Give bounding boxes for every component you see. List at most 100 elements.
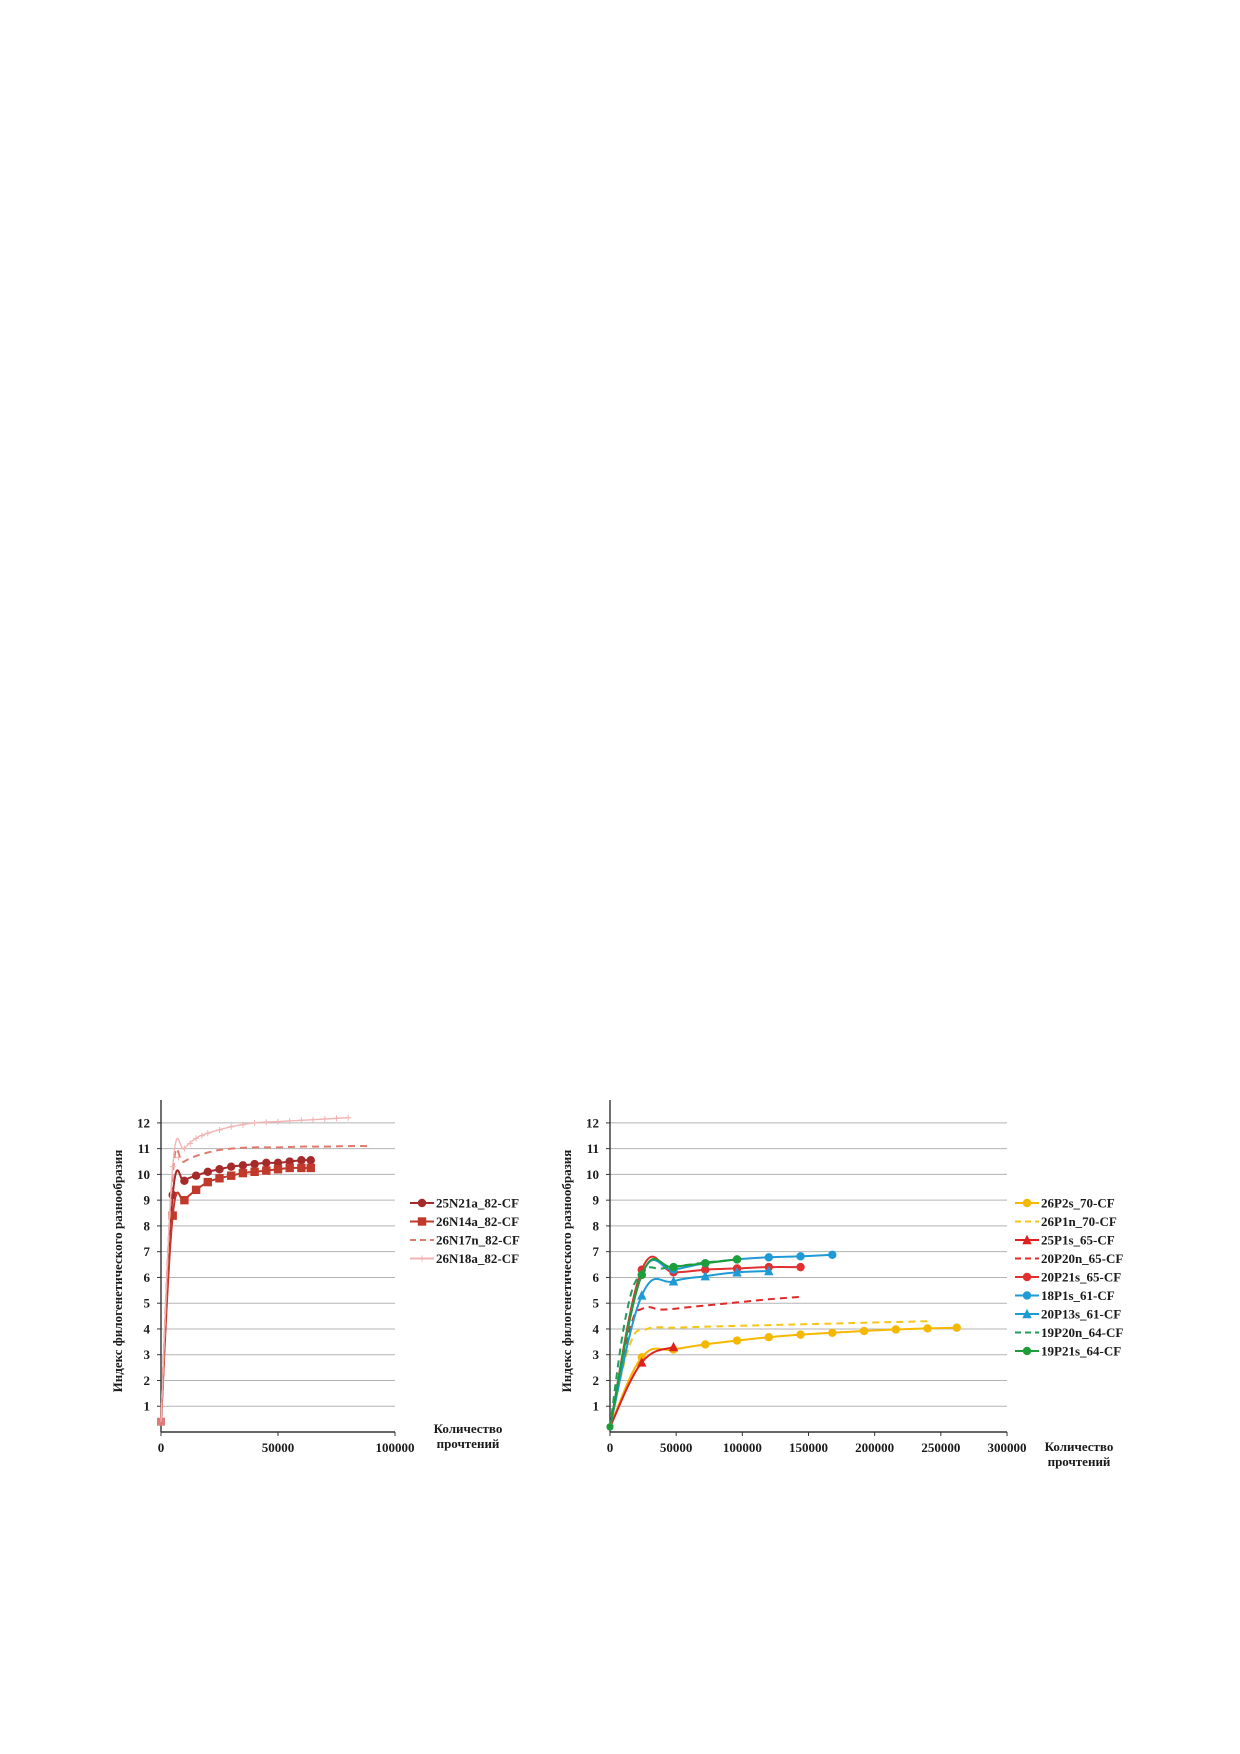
legend-item-26P1n_70-CF: 26P1n_70-CF bbox=[1015, 1214, 1117, 1229]
legend-marker-20P13s_61-CF bbox=[1022, 1308, 1032, 1319]
series-line-20P20n_65-CF bbox=[609, 1295, 802, 1428]
x-tick-label-200000: 200000 bbox=[855, 1440, 894, 1455]
data-point-26N18a_82-CF-10 bbox=[345, 1114, 352, 1121]
data-point-26N18a_82-CF-5 bbox=[228, 1123, 235, 1130]
data-point-25N21a_82-CF-2 bbox=[180, 1176, 189, 1186]
data-point-26N18a_82-CF-mid-8 bbox=[310, 1116, 317, 1123]
data-point-26N14a_82-CF-5 bbox=[215, 1174, 224, 1183]
legend-item-20P20n_65-CF: 20P20n_65-CF bbox=[1015, 1251, 1123, 1266]
data-point-20P13s_61-CF-1 bbox=[637, 1290, 647, 1300]
legend-item-25N21a_82-CF: 25N21a_82-CF bbox=[410, 1196, 519, 1211]
legend-item-20P21s_65-CF: 20P21s_65-CF bbox=[1015, 1270, 1121, 1285]
data-point-26P2s_70-CF-4 bbox=[732, 1336, 742, 1345]
data-point-26N18a_82-CF-mid-1 bbox=[175, 1154, 182, 1161]
legend-marker-25P1s_65-CF bbox=[1022, 1234, 1032, 1245]
y-tick-label-2: 2 bbox=[593, 1373, 600, 1388]
data-point-25N21a_82-CF-10 bbox=[273, 1158, 283, 1168]
data-point-26N14a_82-CF-7 bbox=[238, 1168, 248, 1178]
data-point-25P1s_65-CF-2 bbox=[668, 1341, 679, 1352]
y-tick-label-5: 5 bbox=[593, 1296, 600, 1311]
x-tick-label-50000: 50000 bbox=[660, 1440, 693, 1455]
legend-marker-25N21a_82-CF bbox=[417, 1198, 427, 1208]
data-point-26N18a_82-CF-mid-2 bbox=[187, 1140, 194, 1147]
y-tick-label-10: 10 bbox=[137, 1167, 150, 1182]
data-point-25N21a_82-CF-11 bbox=[285, 1157, 294, 1166]
y-tick-label-4: 4 bbox=[144, 1321, 151, 1336]
legend-marker-20P21s_65-CF bbox=[1022, 1272, 1032, 1282]
data-point-26N18a_82-CF-mid-5 bbox=[239, 1121, 246, 1128]
data-point-20P13s_61-CF-4 bbox=[732, 1267, 742, 1277]
series-line-26P1n_70-CF bbox=[609, 1320, 928, 1428]
data-point-26N14a_82-CF-13 bbox=[306, 1163, 315, 1173]
y-tick-label-9: 9 bbox=[144, 1193, 151, 1208]
y-axis-title: Индекс филогенетического разнообразия bbox=[110, 1150, 125, 1393]
series-line-26P2s_70-CF bbox=[609, 1326, 957, 1428]
y-tick-label-10: 10 bbox=[586, 1167, 599, 1182]
data-point-26N18a_82-CF-mid-4 bbox=[216, 1126, 223, 1133]
y-tick-label-11: 11 bbox=[587, 1141, 599, 1156]
data-point-26N14a_82-CF-9 bbox=[262, 1166, 271, 1175]
series-line-26N17n_82-CF bbox=[160, 1145, 372, 1422]
legend-label-26N14a_82-CF: 26N14a_82-CF bbox=[436, 1214, 519, 1229]
y-tick-label-11: 11 bbox=[138, 1141, 150, 1156]
data-point-26N14a_82-CF-11 bbox=[285, 1163, 294, 1173]
data-point-25N21a_82-CF-13 bbox=[306, 1156, 315, 1165]
y-tick-label-5: 5 bbox=[144, 1296, 151, 1311]
data-point-19P21s_64-CF-1 bbox=[637, 1270, 646, 1280]
data-point-26N14a_82-CF-4 bbox=[203, 1177, 212, 1187]
y-tick-label-2: 2 bbox=[144, 1373, 151, 1388]
data-point-26N14a_82-CF-10 bbox=[273, 1165, 283, 1174]
legend-label-20P13s_61-CF: 20P13s_61-CF bbox=[1041, 1307, 1121, 1322]
data-point-26N14a_82-CF-3 bbox=[191, 1185, 201, 1195]
legend-marker-18P1s_61-CF bbox=[1022, 1291, 1032, 1300]
data-point-26N18a_82-CF-7 bbox=[275, 1118, 281, 1125]
y-tick-label-3: 3 bbox=[144, 1347, 151, 1362]
data-point-26N14a_82-CF-2 bbox=[180, 1195, 189, 1205]
series-26N18a_82-CF bbox=[160, 1114, 352, 1422]
data-point-25N21a_82-CF-5 bbox=[215, 1165, 224, 1174]
data-point-26N18a_82-CF-mid-3 bbox=[198, 1132, 205, 1139]
data-point-18P1s_61-CF-6 bbox=[796, 1252, 805, 1261]
data-point-19P21s_64-CF-3 bbox=[701, 1259, 710, 1268]
data-point-20P13s_61-CF-3 bbox=[700, 1270, 710, 1281]
data-point-25N21a_82-CF-4 bbox=[203, 1167, 212, 1177]
data-point-26P2s_70-CF-11 bbox=[952, 1323, 961, 1332]
data-point-18P1s_61-CF-5 bbox=[764, 1253, 773, 1262]
legend-label-19P20n_64-CF: 19P20n_64-CF bbox=[1041, 1325, 1123, 1340]
data-point-20P21s_65-CF-6 bbox=[796, 1262, 805, 1272]
data-point-26P2s_70-CF-9 bbox=[891, 1325, 901, 1334]
legend-label-20P21s_65-CF: 20P21s_65-CF bbox=[1041, 1270, 1121, 1285]
x-tick-label-50000: 50000 bbox=[262, 1440, 295, 1455]
series-line-19P21s_64-CF bbox=[609, 1258, 738, 1428]
legend-label-19P21s_64-CF: 19P21s_64-CF bbox=[1041, 1344, 1121, 1359]
y-tick-label-1: 1 bbox=[593, 1399, 600, 1414]
data-point-25N21a_82-CF-6 bbox=[227, 1162, 236, 1171]
x-tick-label-100000: 100000 bbox=[376, 1440, 415, 1455]
data-point-26N14a_82-CF-1 bbox=[168, 1211, 177, 1220]
legend-item-26N14a_82-CF: 26N14a_82-CF bbox=[410, 1214, 519, 1229]
x-axis-title-line-1: Количество bbox=[434, 1421, 503, 1436]
legend-label-26N17n_82-CF: 26N17n_82-CF bbox=[436, 1233, 520, 1248]
legend-item-18P1s_61-CF: 18P1s_61-CF bbox=[1015, 1288, 1115, 1303]
y-tick-label-9: 9 bbox=[593, 1193, 600, 1208]
legend-label-18P1s_61-CF: 18P1s_61-CF bbox=[1041, 1288, 1115, 1303]
legend-item-19P20n_64-CF: 19P20n_64-CF bbox=[1015, 1325, 1123, 1340]
data-point-20P13s_61-CF-2 bbox=[668, 1276, 679, 1286]
data-point-20P13s_61-CF-5 bbox=[764, 1265, 774, 1276]
data-point-25N21a_82-CF-7 bbox=[238, 1161, 248, 1170]
data-point-26N18a_82-CF-mid-7 bbox=[286, 1117, 293, 1124]
data-point-25N21a_82-CF-8 bbox=[250, 1159, 259, 1169]
data-point-25N21a_82-CF-9 bbox=[262, 1158, 271, 1168]
data-point-20P21s_65-CF-3 bbox=[701, 1265, 710, 1274]
legend-item-19P21s_64-CF: 19P21s_64-CF bbox=[1015, 1344, 1121, 1359]
y-tick-label-7: 7 bbox=[144, 1244, 151, 1259]
data-point-26P2s_70-CF-8 bbox=[859, 1326, 869, 1336]
x-axis-title-line-2: прочтений bbox=[1048, 1454, 1111, 1469]
x-tick-label-250000: 250000 bbox=[921, 1440, 960, 1455]
legend-item-25P1s_65-CF: 25P1s_65-CF bbox=[1015, 1233, 1115, 1248]
data-point-25N21a_82-CF-3 bbox=[191, 1171, 201, 1180]
x-tick-label-0: 0 bbox=[607, 1440, 614, 1455]
legend-label-20P20n_65-CF: 20P20n_65-CF bbox=[1041, 1251, 1123, 1266]
y-tick-label-7: 7 bbox=[593, 1244, 600, 1259]
